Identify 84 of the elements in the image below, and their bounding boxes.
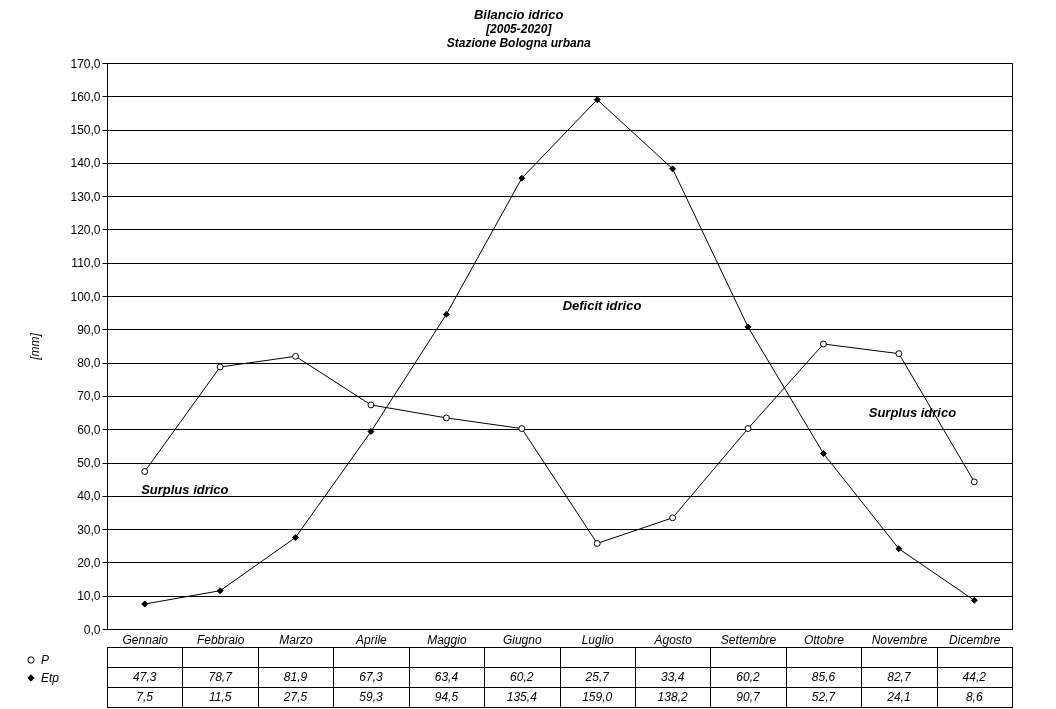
y-tick-label: 40,0 [77,489,101,504]
y-tick-label: 160,0 [70,89,101,104]
y-tick-label: 50,0 [77,456,101,471]
y-tick-label: 170,0 [70,56,101,71]
point [141,600,149,608]
data-label: 138,2 [657,690,688,704]
point [292,352,299,360]
data-label: 81,9 [283,670,308,684]
data-label: 27,5 [282,690,308,704]
data-label: 85,6 [811,670,836,684]
x-tick-label: Gennaio [122,632,169,647]
y-tick-label: 150,0 [70,123,101,138]
data-label: 60,2 [510,670,534,684]
data-label: 63,4 [434,670,459,684]
x-tick-label: Settembre [720,632,777,647]
point [895,350,903,358]
point [367,428,375,436]
data-label: 159,0 [582,690,613,704]
y-tick-label: 140,0 [70,156,101,171]
x-tick-label: Dicembre [949,632,1001,647]
point [216,363,224,371]
point [292,533,299,541]
data-label: 90,7 [736,690,762,704]
data-label: 47,3 [133,670,157,684]
point [367,401,375,409]
point [518,425,526,433]
data-label: 135,4 [506,690,538,704]
data-label: 52,7 [811,690,837,704]
point [970,596,978,604]
annotation: Deficit idrico [562,298,642,314]
data-label: 82,7 [887,670,912,684]
point [744,425,752,433]
data-label: 44,2 [962,670,987,684]
point [593,539,601,547]
data-label: 94,5 [434,690,459,704]
x-tick-label: Novembre [871,632,928,647]
x-tick-label: Agosto [653,632,693,647]
legend-label: Etp [41,671,60,685]
data-label: 78,7 [208,670,234,684]
point [141,468,149,475]
point [895,545,903,553]
chart-subtitle: [2005-2020] Stazione Bologna urbana [446,21,592,50]
y-tick-label: 90,0 [77,322,101,337]
x-tick-label: Ottobre [803,632,845,647]
point [216,587,224,595]
y-tick-label: 100,0 [70,289,101,304]
point [442,414,450,422]
y-tick-label: 130,0 [70,189,101,204]
point [669,165,677,173]
y-tick-label: 110,0 [71,256,101,271]
data-label: 8,6 [965,690,983,704]
data-label: 33,4 [660,670,685,684]
data-label: 24,1 [886,690,911,704]
x-tick-label: Giugno [502,632,542,647]
x-tick-label: Luglio [581,632,615,647]
y-axis-title: [mm] [28,332,43,361]
data-label: 59,3 [359,690,383,704]
y-tick-label: 20,0 [77,555,101,570]
point [442,310,450,318]
point [518,174,526,182]
y-tick-label: 30,0 [77,522,101,537]
y-tick-label: 10,0 [77,589,101,604]
y-tick-label: 70,0 [77,389,101,404]
data-label: 67,3 [359,670,383,684]
point [970,478,978,486]
x-tick-label: Aprile [355,632,388,647]
y-tick-label: 0,0 [83,622,101,637]
point [820,340,827,348]
data-label: 60,2 [736,670,761,684]
y-tick-label: 120,0 [70,222,101,237]
y-tick-label: 80,0 [77,356,101,371]
annotation: Surplus idrico [141,482,229,498]
data-label: 11,5 [208,690,232,704]
data-label: 7,5 [136,690,154,704]
point [820,450,827,457]
x-tick-label: Febbraio [196,632,245,647]
x-tick-label: Marzo [279,632,314,647]
point [669,514,677,522]
data-label: 25,7 [584,670,611,684]
y-tick-label: 60,0 [77,422,101,437]
legend-label: P [41,653,50,667]
x-tick-label: Maggio [427,632,467,647]
point [593,96,601,104]
chart-title: Bilancio idrico [473,6,564,22]
